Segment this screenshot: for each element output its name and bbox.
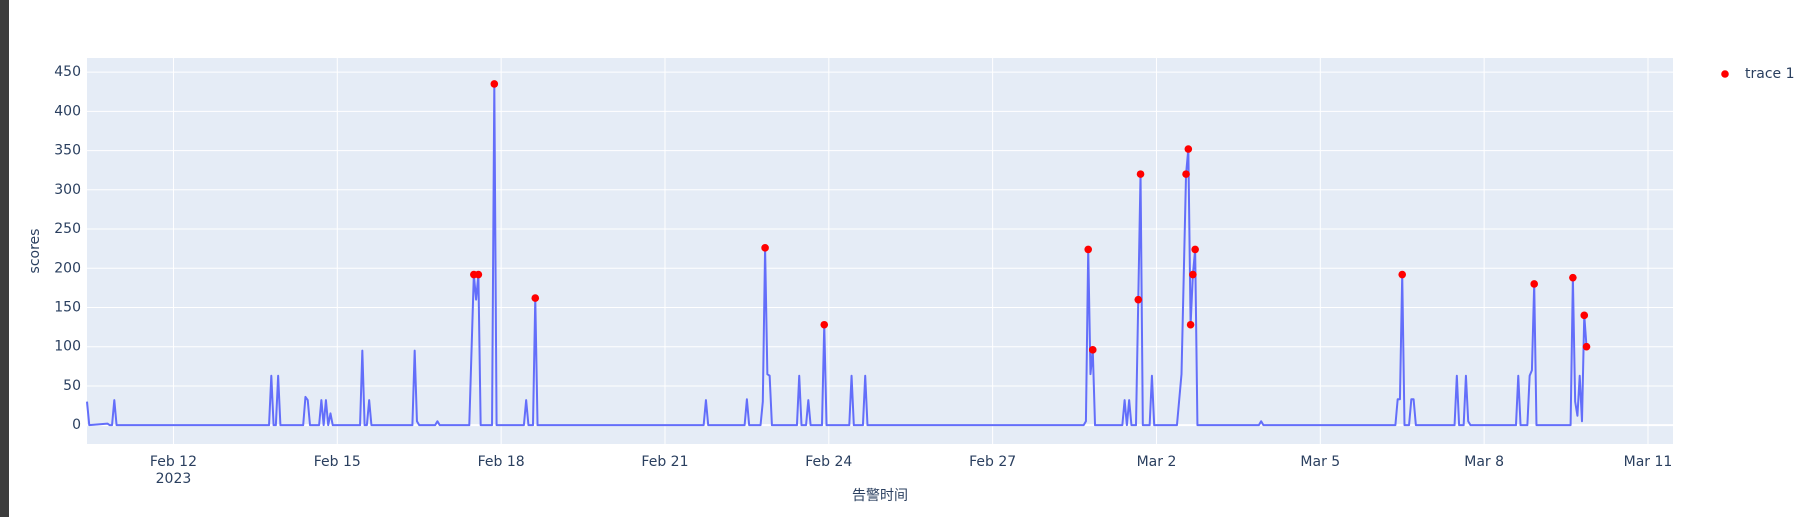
marker <box>1580 311 1589 320</box>
x-tick-label: Mar 5 <box>1300 454 1340 470</box>
legend-label: trace 1 <box>1745 66 1795 82</box>
marker <box>1186 320 1195 329</box>
marker <box>820 320 829 329</box>
x-tick-label: Mar 2 <box>1137 454 1177 470</box>
marker <box>1084 245 1093 254</box>
x-tick-label: Feb 12 <box>150 454 197 470</box>
y-tick-label: 450 <box>54 64 81 80</box>
marker <box>1530 280 1538 288</box>
line <box>86 82 1588 427</box>
y-tick-label: 150 <box>54 299 81 315</box>
marker <box>1136 170 1145 178</box>
legend-marker <box>1721 70 1729 78</box>
x-tick-sublabel: 2023 <box>156 471 192 487</box>
marker <box>1088 346 1097 354</box>
x-tick-label: Mar 8 <box>1464 454 1504 470</box>
plot-background <box>87 58 1673 444</box>
x-tick-label: Feb 27 <box>969 454 1016 470</box>
y-tick-label: 0 <box>72 417 81 433</box>
y-axis-title: scores <box>27 229 43 274</box>
marker <box>1182 170 1190 178</box>
marker <box>1134 295 1143 304</box>
y-tick-label: 400 <box>54 103 81 119</box>
x-tick-label: Mar 11 <box>1624 454 1673 470</box>
x-tick-label: Feb 15 <box>314 454 361 470</box>
y-tick-label: 300 <box>54 182 81 198</box>
y-tick-label: 250 <box>54 221 81 237</box>
marker <box>1184 145 1193 153</box>
y-tick-label: 200 <box>54 260 81 276</box>
y-tick-label: 100 <box>54 339 81 355</box>
marker <box>474 270 483 279</box>
x-axis-title: 告警时间 <box>852 488 908 504</box>
window-edge <box>0 0 9 517</box>
marker <box>1582 342 1591 351</box>
y-tick-label: 350 <box>54 143 81 159</box>
marker <box>1569 273 1577 282</box>
x-tick-label: Feb 21 <box>641 454 688 470</box>
marker <box>1189 270 1197 279</box>
marker <box>761 244 769 252</box>
marker <box>490 80 499 88</box>
marker <box>1191 245 1199 254</box>
marker <box>1398 270 1407 279</box>
marker <box>531 294 540 302</box>
x-tick-label: Feb 18 <box>478 454 525 470</box>
x-tick-label: Feb 24 <box>805 454 852 470</box>
y-tick-label: 50 <box>63 378 81 394</box>
